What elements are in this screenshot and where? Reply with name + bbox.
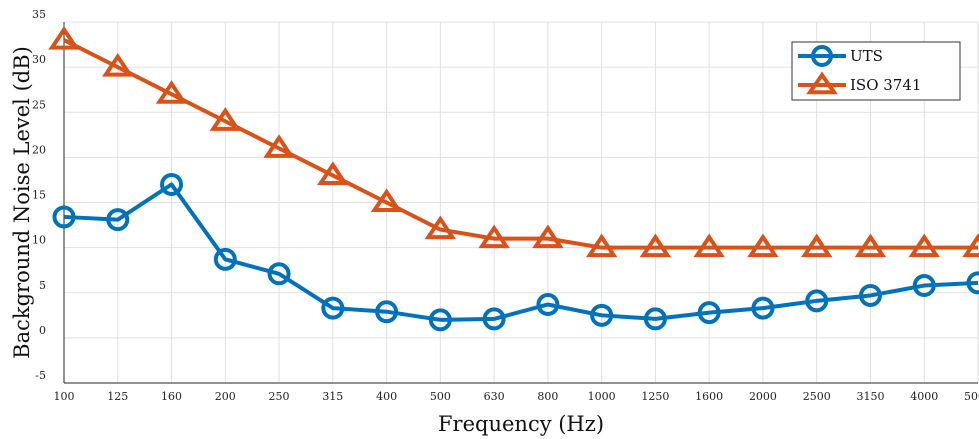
data-point bbox=[805, 289, 829, 313]
x-tick-label: 1000 bbox=[588, 390, 616, 403]
data-point bbox=[482, 307, 506, 331]
series-uts bbox=[52, 172, 979, 332]
series-layer bbox=[48, 25, 979, 332]
data-point bbox=[747, 233, 779, 258]
x-tick-label: 5000 bbox=[964, 390, 979, 403]
y-tick-label: 25 bbox=[32, 98, 46, 111]
x-tick-label: 1250 bbox=[641, 390, 669, 403]
data-point bbox=[160, 172, 184, 196]
data-point bbox=[697, 301, 721, 325]
data-point bbox=[590, 303, 614, 327]
y-tick-label: 35 bbox=[32, 8, 46, 21]
data-point bbox=[106, 208, 130, 232]
data-point bbox=[52, 205, 76, 229]
data-point bbox=[321, 296, 345, 320]
data-point bbox=[854, 233, 887, 258]
x-tick-label: 630 bbox=[484, 390, 505, 403]
data-point bbox=[478, 224, 510, 249]
data-point bbox=[209, 107, 242, 131]
x-tick-label: 400 bbox=[376, 390, 397, 403]
data-point bbox=[532, 224, 564, 249]
data-point bbox=[908, 233, 940, 258]
x-tick-label: 250 bbox=[269, 390, 290, 403]
legend-marker-iso-3741 bbox=[806, 71, 838, 95]
data-point bbox=[317, 161, 349, 185]
data-point bbox=[536, 292, 560, 316]
data-point bbox=[693, 233, 725, 258]
x-tick-label: 1600 bbox=[695, 390, 723, 403]
data-point bbox=[639, 233, 672, 258]
y-tick-label: 10 bbox=[32, 234, 46, 247]
x-tick-label: 125 bbox=[107, 390, 128, 403]
data-point bbox=[800, 233, 833, 258]
data-point bbox=[424, 215, 457, 240]
y-tick-label: 5 bbox=[39, 279, 46, 292]
data-point bbox=[263, 134, 295, 158]
x-tick-label: 3150 bbox=[856, 390, 884, 403]
data-point bbox=[102, 53, 134, 77]
data-point bbox=[375, 300, 399, 324]
x-tick-label: 2000 bbox=[749, 390, 777, 403]
y-tick-label: 0 bbox=[39, 324, 46, 337]
data-point bbox=[585, 233, 618, 258]
x-tick-label: 200 bbox=[215, 390, 236, 403]
data-point bbox=[155, 80, 188, 104]
series-line-uts bbox=[63, 182, 979, 322]
x-tick-label: 160 bbox=[161, 390, 182, 403]
y-tick-label: -5 bbox=[35, 369, 46, 382]
x-axis-title: Frequency (Hz) bbox=[438, 412, 604, 436]
data-point bbox=[643, 307, 667, 331]
x-tick-label: 2500 bbox=[803, 390, 831, 403]
data-point bbox=[858, 283, 882, 307]
y-tick-label: 20 bbox=[32, 143, 46, 156]
data-point bbox=[370, 188, 403, 213]
x-tick-label: 4000 bbox=[910, 390, 938, 403]
data-point bbox=[213, 247, 237, 271]
x-tick-label: 315 bbox=[322, 390, 343, 403]
y-tick-label: 15 bbox=[32, 189, 46, 202]
axes bbox=[63, 22, 978, 384]
x-tick-label: 100 bbox=[54, 390, 75, 403]
legend: UTS ISO 3741 bbox=[791, 41, 961, 101]
y-tick-label: 30 bbox=[32, 53, 46, 66]
x-tick-label: 800 bbox=[537, 390, 558, 403]
x-tick-label: 500 bbox=[430, 390, 451, 403]
legend-marker-uts bbox=[811, 45, 833, 67]
legend-label-uts: UTS bbox=[850, 47, 883, 65]
legend-label-iso-3741: ISO 3741 bbox=[850, 76, 921, 94]
data-point bbox=[912, 274, 936, 298]
data-point bbox=[751, 296, 775, 320]
data-point bbox=[966, 271, 979, 295]
data-point bbox=[962, 233, 979, 258]
y-axis-title: Background Noise Level (dB) bbox=[10, 46, 34, 359]
data-point bbox=[267, 262, 291, 286]
data-point bbox=[428, 308, 452, 332]
series-iso-3741 bbox=[48, 25, 979, 258]
tick-labels: 100 125 160 200 250 315 400 500 630 800 1000 1250 16… bbox=[32, 8, 979, 403]
data-point bbox=[48, 25, 80, 50]
